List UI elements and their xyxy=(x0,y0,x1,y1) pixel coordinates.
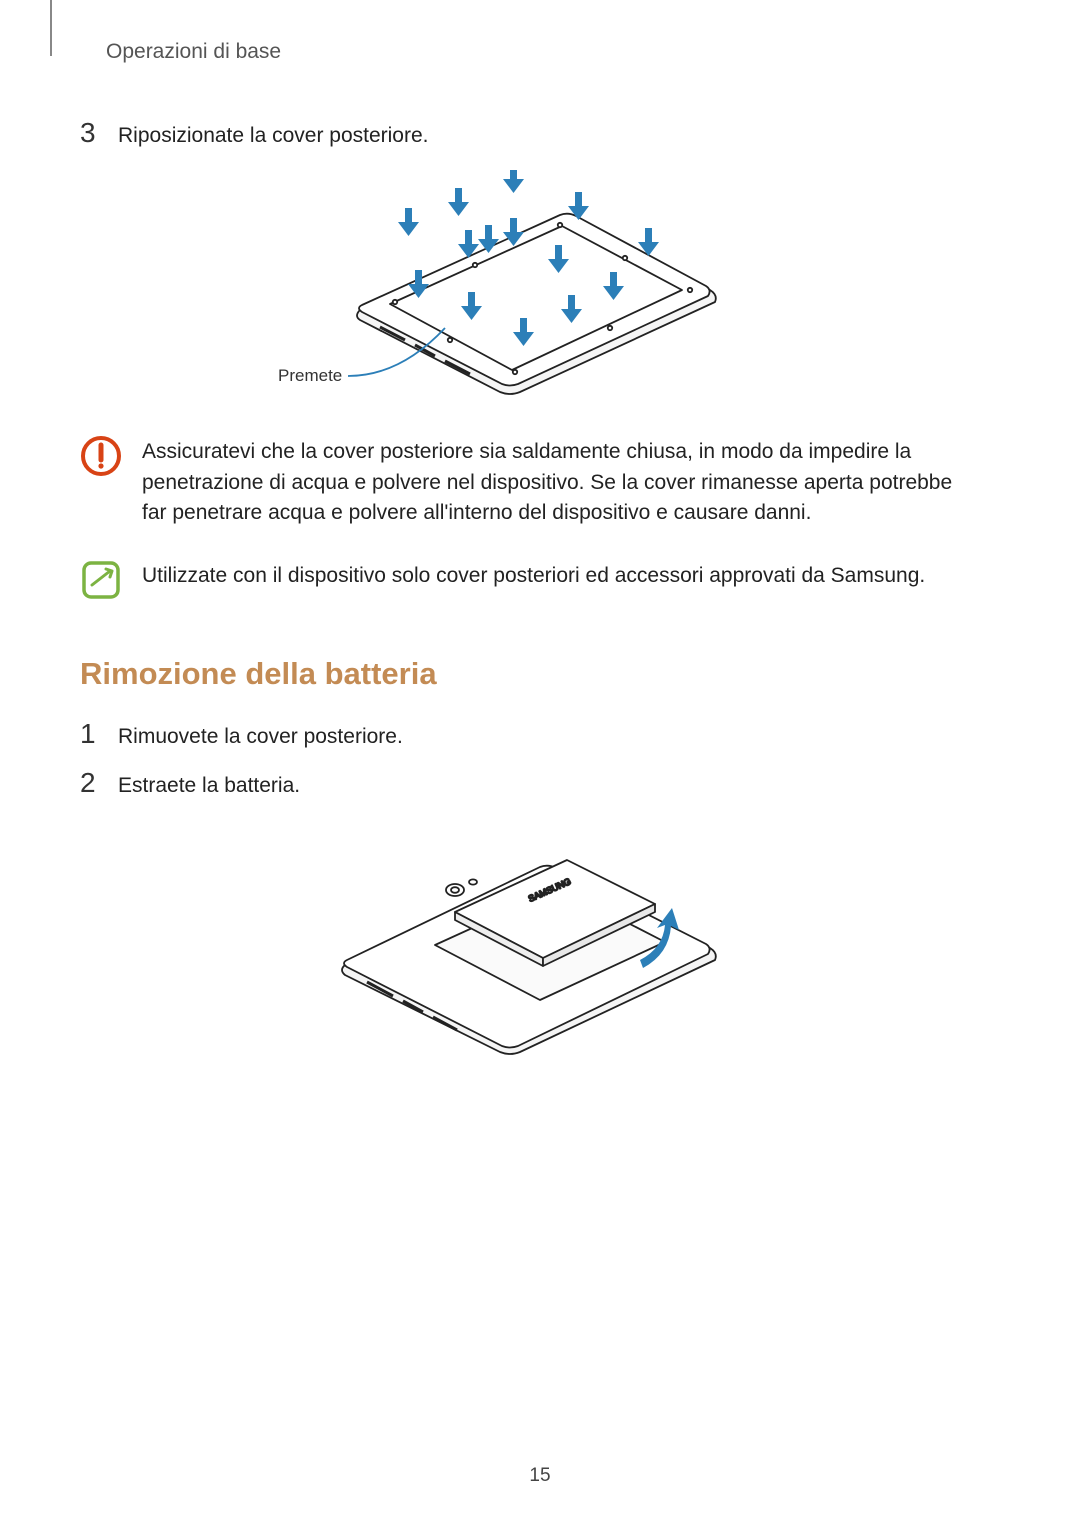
step-item: 3 Riposizionate la cover posteriore. xyxy=(80,119,980,150)
step-item: 1 Rimuovete la cover posteriore. xyxy=(80,720,980,751)
step-number: 1 xyxy=(80,720,100,748)
step-number: 2 xyxy=(80,769,100,797)
note-text: Utilizzate con il dispositivo solo cover… xyxy=(142,559,925,591)
note-icon xyxy=(80,559,122,606)
page-number: 15 xyxy=(529,1465,550,1487)
warning-text: Assicuratevi che la cover posteriore sia… xyxy=(142,435,960,528)
step-text: Rimuovete la cover posteriore. xyxy=(118,722,403,751)
illustration-cover-press: Premete xyxy=(60,170,980,405)
section-heading: Rimozione della batteria xyxy=(80,656,980,692)
note-block: Utilizzate con il dispositivo solo cover… xyxy=(80,559,960,606)
margin-rule xyxy=(50,0,52,56)
illustration-label: Premete xyxy=(278,366,342,386)
illustration-battery-remove: SAMSUNG xyxy=(60,830,980,1060)
step-text: Riposizionate la cover posteriore. xyxy=(118,121,429,150)
step-number: 3 xyxy=(80,119,100,147)
page-header: Operazioni di base xyxy=(106,40,980,64)
warning-block: Assicuratevi che la cover posteriore sia… xyxy=(80,435,960,528)
step-item: 2 Estraete la batteria. xyxy=(80,769,980,800)
caution-icon xyxy=(80,435,122,482)
step-text: Estraete la batteria. xyxy=(118,771,300,800)
